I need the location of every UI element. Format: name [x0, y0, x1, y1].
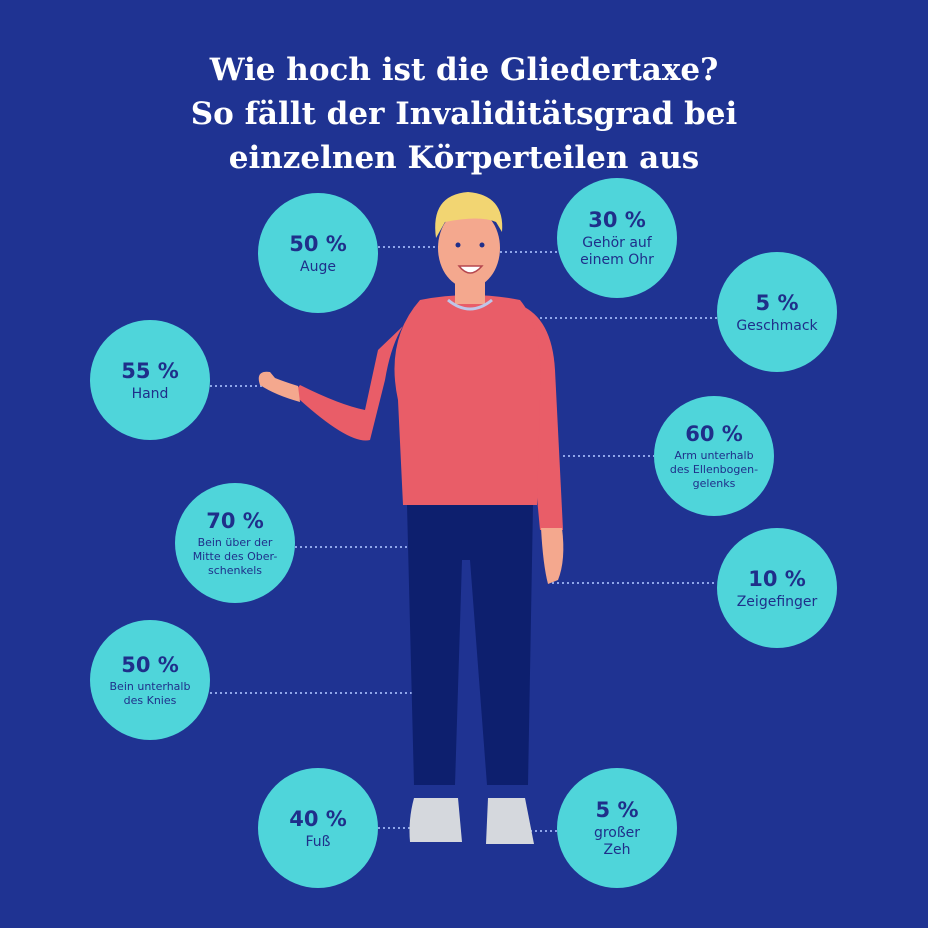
- bubble-foot: 40 % Fuß: [258, 768, 378, 888]
- left-shoe: [409, 798, 462, 842]
- bubble-label: Arm unterhalb des Ellenbogen- gelenks: [669, 449, 759, 490]
- bubble-percent: 40 %: [289, 806, 347, 831]
- bubble-index-finger: 10 % Zeigefinger: [717, 528, 837, 648]
- title-line: Wie hoch ist die Gliedertaxe?: [209, 52, 719, 88]
- bubble-label: Geschmack: [736, 317, 818, 334]
- bubble-thigh: 70 % Bein über der Mitte des Ober- schen…: [175, 483, 295, 603]
- head: [438, 208, 500, 288]
- bubble-label: Auge: [300, 258, 336, 275]
- eye: [455, 242, 461, 248]
- bubble-percent: 60 %: [685, 422, 743, 446]
- right-hand: [541, 528, 564, 584]
- left-hand: [258, 371, 300, 402]
- hair: [435, 192, 503, 238]
- shirt: [394, 295, 541, 505]
- bubble-percent: 55 %: [121, 358, 179, 383]
- bubble-percent: 5 %: [755, 290, 799, 315]
- collar: [447, 298, 493, 311]
- bubble-label: Bein unterhalb des Knies: [109, 680, 191, 707]
- page-title: Wie hoch ist die Gliedertaxe? So fällt d…: [0, 48, 928, 180]
- bubble-big-toe: 5 % großer Zeh: [557, 768, 677, 888]
- bubble-percent: 5 %: [595, 798, 639, 822]
- pants: [407, 505, 533, 785]
- bubble-label: Fuß: [305, 833, 331, 850]
- left-arm: [292, 305, 425, 441]
- bubble-hand: 55 % Hand: [90, 320, 210, 440]
- bubble-label: Hand: [131, 385, 169, 402]
- bubble-lower-leg: 50 % Bein unterhalb des Knies: [90, 620, 210, 740]
- bubble-hearing: 30 % Gehör auf einem Ohr: [557, 178, 677, 298]
- bubble-percent: 50 %: [289, 231, 347, 256]
- eye: [479, 242, 485, 248]
- bubble-percent: 70 %: [206, 509, 264, 533]
- bubble-taste: 5 % Geschmack: [717, 252, 837, 372]
- bubble-label: Gehör auf einem Ohr: [580, 235, 654, 268]
- bubble-label: Zeigefinger: [736, 593, 818, 610]
- right-shoe: [486, 798, 534, 844]
- bubble-percent: 30 %: [588, 208, 646, 232]
- bubble-arm: 60 % Arm unterhalb des Ellenbogen- gelen…: [654, 396, 774, 516]
- title-line: So fällt der Invaliditätsgrad bei: [190, 96, 738, 132]
- title-line: einzelnen Körperteilen aus: [228, 140, 700, 176]
- bubble-percent: 50 %: [121, 653, 179, 677]
- bubble-label: Bein über der Mitte des Ober- schenkels: [192, 536, 278, 577]
- bubble-percent: 10 %: [748, 566, 806, 591]
- bubble-label: großer Zeh: [593, 825, 641, 858]
- smile: [457, 265, 484, 274]
- bubble-eye: 50 % Auge: [258, 193, 378, 313]
